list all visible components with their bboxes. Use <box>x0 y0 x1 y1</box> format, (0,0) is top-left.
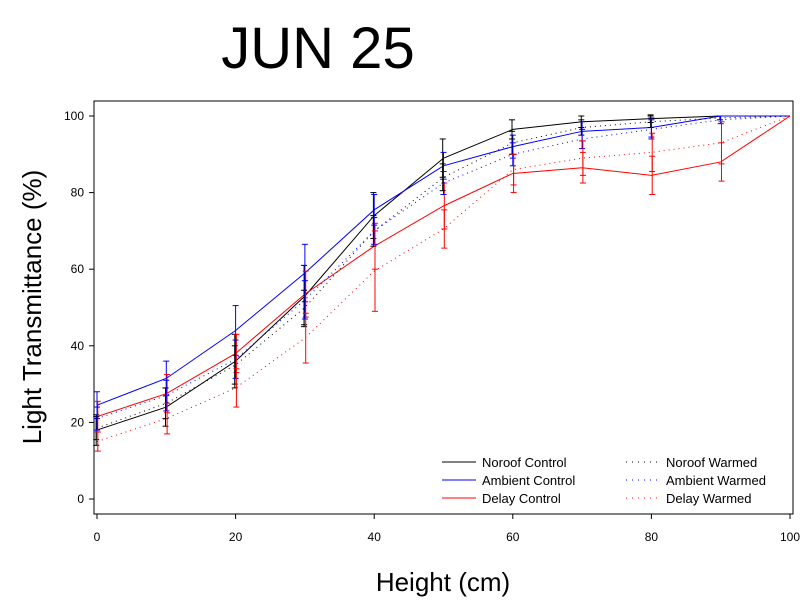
x-tick-label: 60 <box>506 530 520 544</box>
error-bar <box>649 132 656 173</box>
legend-item-noroof-control: Noroof Control <box>442 455 567 470</box>
plot-frame <box>93 100 794 515</box>
error-bar <box>302 312 309 364</box>
error-bar <box>372 230 378 312</box>
series-noroof-warmed <box>93 115 791 441</box>
x-axis-title: Height (cm) <box>376 567 510 597</box>
series-ambient-warmed <box>94 115 791 431</box>
legend-item-delay-warmed: Delay Warmed <box>626 491 751 506</box>
legend-label: Delay Warmed <box>666 491 751 506</box>
legend-label: Noroof Control <box>482 455 567 470</box>
y-tick-label: 80 <box>71 186 85 200</box>
x-tick-label: 100 <box>780 530 800 544</box>
series-noroof-control <box>93 114 791 446</box>
x-tick-label: 20 <box>229 530 243 544</box>
error-bar <box>510 153 517 186</box>
legend-item-noroof-warmed: Noroof Warmed <box>626 455 757 470</box>
error-bar <box>718 121 725 165</box>
legend: Noroof Control Ambient Control Delay Contr… <box>442 455 766 506</box>
y-axis-title: Light Transmittance (%) <box>17 170 47 445</box>
legend-item-ambient-warmed: Ambient Warmed <box>626 473 766 488</box>
x-tick-label: 80 <box>645 530 659 544</box>
y-tick-label: 0 <box>77 492 84 506</box>
error-bar <box>579 140 586 176</box>
y-tick-label: 100 <box>64 109 84 123</box>
legend-label: Ambient Control <box>482 473 575 488</box>
series-delay-warmed <box>94 115 791 452</box>
y-tick-label: 60 <box>71 262 85 276</box>
error-bar <box>439 163 446 192</box>
y-tick-label: 40 <box>71 339 85 353</box>
legend-item-ambient-control: Ambient Control <box>442 473 575 488</box>
legend-label: Ambient Warmed <box>666 473 766 488</box>
y-tick-label: 20 <box>71 415 85 429</box>
legend-label: Noroof Warmed <box>666 455 757 470</box>
error-bar <box>441 209 448 249</box>
error-bar <box>233 368 240 408</box>
plot-area <box>93 114 791 452</box>
chart-title: JUN 25 <box>221 16 414 81</box>
axes: 0 20 40 60 80 100 0 20 40 60 80 100 <box>64 109 800 544</box>
error-bar <box>578 119 585 136</box>
series-line-delay-warmed <box>96 115 791 443</box>
x-tick-label: 0 <box>94 530 101 544</box>
series-ambient-control <box>94 115 791 420</box>
legend-item-delay-control: Delay Control <box>442 491 561 506</box>
x-tick-label: 40 <box>368 530 382 544</box>
legend-label: Delay Control <box>482 491 561 506</box>
series-line-ambient-warmed <box>96 115 791 420</box>
error-bar <box>164 402 171 435</box>
